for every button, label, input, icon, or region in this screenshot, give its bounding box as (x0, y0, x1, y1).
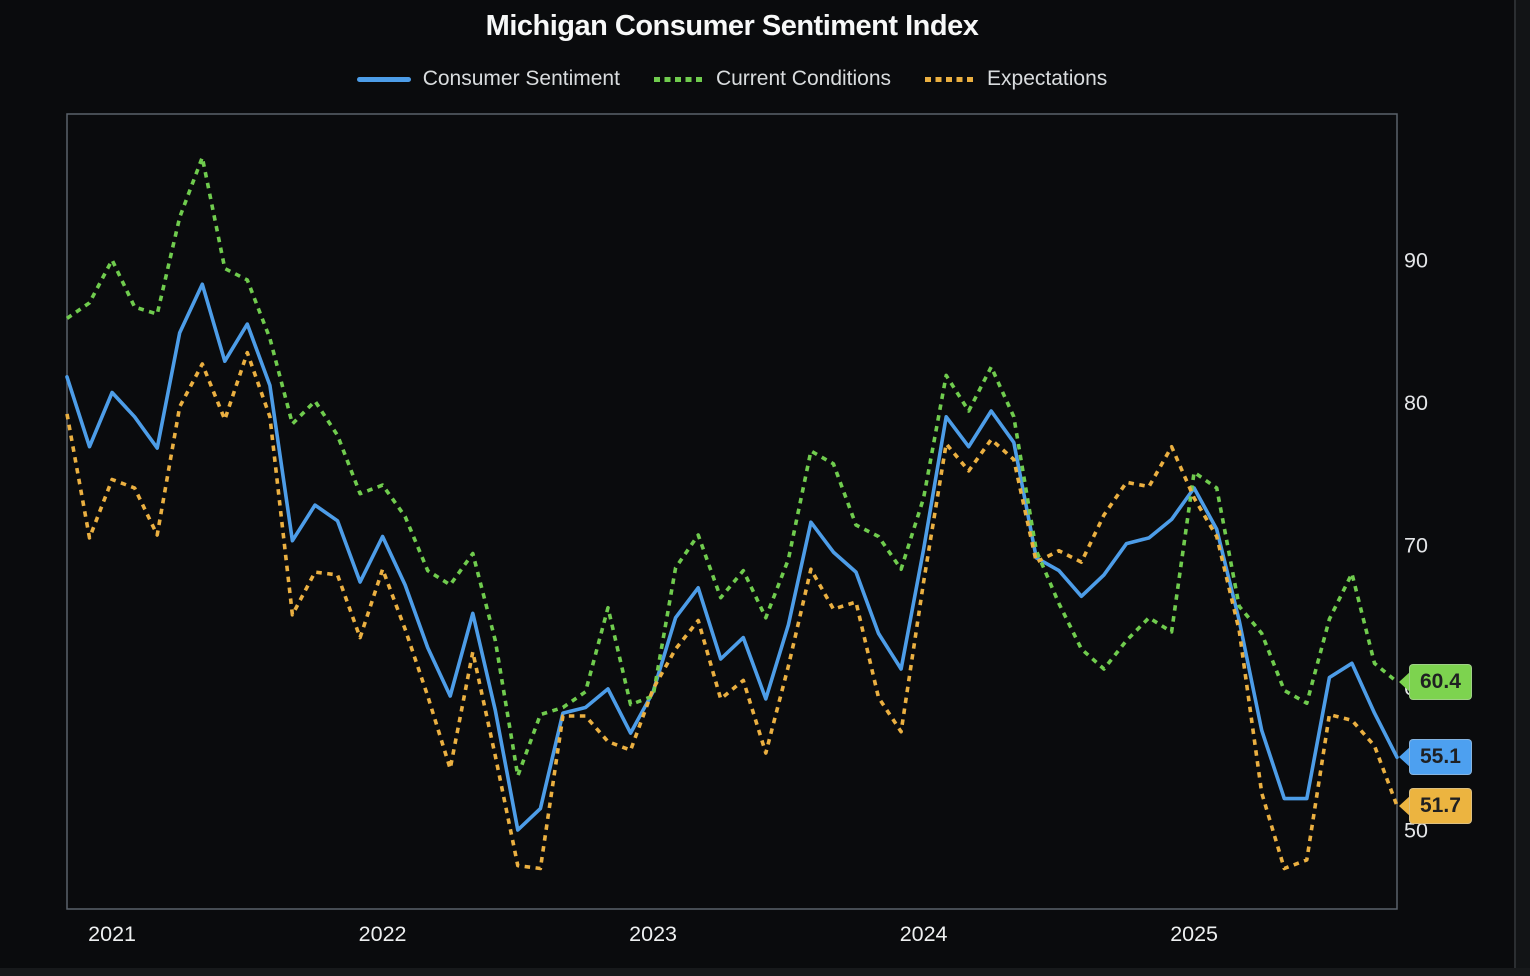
legend-item-consumer-sentiment[interactable]: Consumer Sentiment (356, 67, 620, 91)
end-value-badge-consumer-sentiment: 55.1 (1399, 738, 1472, 776)
y-axis-label: 50 (1404, 819, 1428, 843)
legend-item-expectations[interactable]: Expectations (925, 67, 1107, 91)
legend-label: Consumer Sentiment (422, 67, 620, 90)
x-axis-label-2025: 2025 (1170, 922, 1218, 946)
series-line-consumer-sentiment (65, 282, 1399, 832)
y-axis-label: 70 (1404, 534, 1428, 558)
badge-value: 55.1 (1409, 739, 1472, 776)
y-axis-label: 90 (1404, 249, 1428, 273)
legend-label: Expectations (987, 67, 1108, 90)
badge-arrow-icon (1399, 746, 1411, 769)
x-axis-label-2021: 2021 (88, 922, 136, 946)
plot-border (66, 113, 1398, 910)
end-value-badge-current-conditions: 60.4 (1399, 663, 1472, 701)
badge-value: 51.7 (1409, 787, 1472, 824)
badge-value: 60.4 (1409, 663, 1472, 700)
x-axis-label-2024: 2024 (900, 922, 948, 946)
legend-item-current-conditions[interactable]: Current Conditions (653, 67, 892, 91)
dashed-line-swatch-icon (925, 76, 976, 82)
end-value-badge-expectations: 51.7 (1399, 787, 1472, 825)
chart-legend: Consumer Sentiment Current Conditions Ex… (0, 67, 1464, 91)
x-axis-label-2023: 2023 (629, 922, 677, 946)
badge-arrow-icon (1399, 794, 1411, 817)
legend-label: Current Conditions (715, 67, 892, 90)
badge-arrow-icon (1399, 670, 1411, 693)
series-line-current-conditions (65, 155, 1399, 778)
dashed-line-swatch-icon (653, 76, 704, 82)
page-bottom-edge (0, 968, 1530, 976)
x-axis-label-2022: 2022 (359, 922, 407, 946)
chart-title: Michigan Consumer Sentiment Index (485, 10, 979, 42)
series-line-expectations (65, 350, 1399, 871)
scrollbar-divider (1514, 0, 1516, 976)
solid-line-swatch-icon (356, 76, 411, 82)
page-right-gutter (1516, 0, 1530, 976)
y-axis-label: 80 (1404, 391, 1428, 415)
